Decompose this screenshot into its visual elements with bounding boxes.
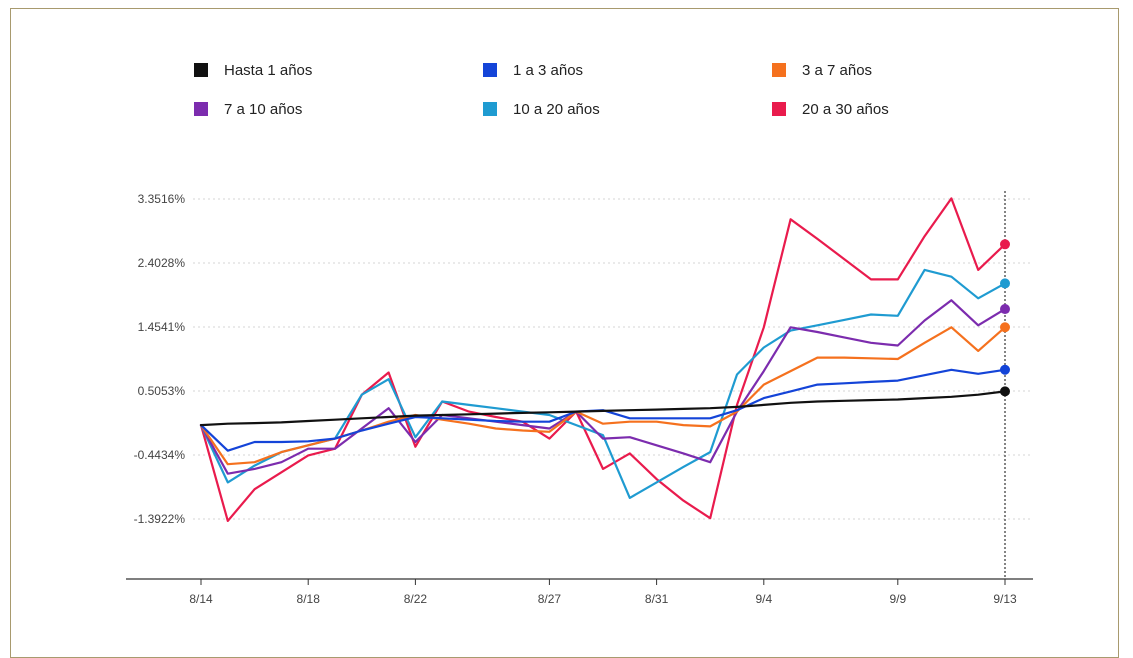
legend-item: 7 a 10 años	[194, 98, 302, 120]
series-end-point	[1000, 304, 1010, 315]
series-end-point	[1000, 386, 1010, 397]
series-line	[199, 299, 1007, 475]
x-tick-label: 8/18	[297, 592, 321, 606]
grid-layer	[193, 191, 1033, 579]
chart-frame: Hasta 1 años 1 a 3 años 3 a 7 años 7 a 1…	[10, 8, 1119, 658]
legend-item: Hasta 1 años	[194, 59, 312, 81]
y-axis-labels: 3.3516% 2.4028% 1.4541% 0.5053% -0.4434% -1.3…	[134, 192, 186, 526]
series-end-point	[1000, 278, 1010, 289]
y-tick-label: -1.3922%	[134, 512, 186, 526]
x-tick-label: 9/9	[889, 592, 906, 606]
legend-item: 3 a 7 años	[772, 59, 872, 81]
legend-swatch	[772, 102, 786, 116]
end-markers	[1000, 239, 1010, 397]
series-line	[199, 268, 1007, 499]
x-tick-label: 8/22	[404, 592, 428, 606]
y-tick-label: 2.4028%	[138, 256, 186, 270]
x-axis: 8/14 8/18 8/22 8/27 8/31 9/4 9/9 9/13	[126, 578, 1033, 606]
legend-swatch	[194, 102, 208, 116]
x-tick-label: 8/31	[645, 592, 669, 606]
series-end-point	[1000, 239, 1010, 250]
legend-swatch	[483, 102, 497, 116]
series-end-point	[1000, 322, 1010, 333]
x-tick-label: 8/14	[189, 592, 213, 606]
legend-swatch	[483, 63, 497, 77]
legend-item: 1 a 3 años	[483, 59, 583, 81]
legend-item: 10 a 20 años	[483, 98, 600, 120]
legend-label: 20 a 30 años	[802, 100, 889, 118]
x-tick-label: 8/27	[538, 592, 562, 606]
legend-swatch	[772, 63, 786, 77]
y-tick-label: 0.5053%	[138, 384, 186, 398]
legend-label: Hasta 1 años	[224, 61, 313, 79]
legend-label: 3 a 7 años	[802, 61, 873, 79]
series-end-point	[1000, 364, 1010, 375]
y-tick-label: -0.4434%	[134, 448, 186, 462]
series-line	[199, 326, 1007, 466]
legend-label: 10 a 20 años	[513, 100, 600, 118]
y-tick-label: 3.3516%	[138, 192, 186, 206]
legend-item: 20 a 30 años	[772, 98, 889, 120]
legend-swatch	[194, 63, 208, 77]
x-tick-label: 9/13	[993, 592, 1017, 606]
line-chart: 3.3516% 2.4028% 1.4541% 0.5053% -0.4434% -1.3…	[126, 191, 1033, 606]
series-line	[199, 390, 1007, 427]
legend-label: 1 a 3 años	[513, 61, 584, 79]
series-layer	[199, 197, 1007, 522]
legend-label: 7 a 10 años	[224, 100, 303, 118]
x-tick-label: 9/4	[755, 592, 772, 606]
y-tick-label: 1.4541%	[138, 320, 186, 334]
